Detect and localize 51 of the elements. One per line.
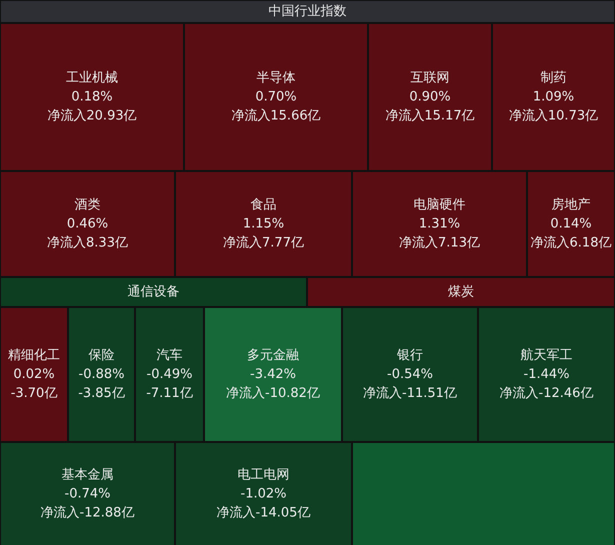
data-label: 净流入-12.88亿 — [40, 504, 134, 520]
category-label: 工业机械 — [66, 70, 118, 86]
data-label: 净流入15.17亿 — [385, 107, 475, 124]
category-label: 保险 — [88, 348, 114, 363]
category-label: 通信设备 — [128, 284, 180, 300]
data-label: 净流入-12.46亿 — [500, 384, 594, 401]
data-label: 净流入-10.82亿 — [226, 384, 320, 401]
data-label: 净流入-11.51亿 — [363, 384, 457, 401]
category-label: 银行 — [396, 348, 423, 363]
data-label: 净流入10.73亿 — [508, 107, 598, 124]
data-label: 0.18% — [71, 89, 113, 104]
data-label: 0.46% — [66, 216, 108, 232]
category-label: 汽车 — [156, 348, 182, 363]
data-label: 净流入6.18亿 — [530, 234, 612, 250]
category-label: 半导体 — [256, 70, 296, 86]
category-label: 互联网 — [410, 70, 450, 86]
category-label: 基本金属 — [62, 467, 114, 482]
category-label: 精细化工 — [8, 348, 60, 363]
category-label: 房地产 — [552, 196, 590, 212]
data-label: 净流入7.77亿 — [223, 234, 304, 250]
category-label: 电脑硬件 — [414, 197, 466, 212]
category-label: 食品 — [250, 197, 276, 212]
text: 中国行业指数 — [0, 0, 615, 23]
category-label: 航天军工 — [520, 348, 572, 363]
category-label: 酒类 — [74, 197, 100, 212]
data-label: 1.09% — [532, 89, 574, 104]
data-label: 1.15% — [242, 216, 284, 232]
data-label: 0.14% — [550, 216, 592, 232]
data-label: 0.90% — [409, 89, 451, 104]
data-label: 0.70% — [255, 89, 297, 104]
data-label: -0.74% — [64, 486, 110, 502]
data-label: 净流入7.13亿 — [399, 234, 480, 250]
data-label: -0.54% — [387, 366, 433, 382]
data-label: 净流入-14.05亿 — [216, 504, 310, 520]
data-label: -3.85亿 — [78, 386, 125, 401]
category-label: 多元金融 — [247, 348, 299, 363]
category-label: 电工电网 — [238, 467, 290, 482]
category-label: 煤炭 — [448, 284, 474, 300]
data-label: -3.70亿 — [10, 386, 58, 401]
data-label: -1.44% — [524, 366, 570, 382]
data-label: -1.02% — [240, 486, 286, 502]
data-label: 0.02% — [13, 366, 55, 382]
data-label: -0.88% — [78, 366, 124, 382]
data-label: -3.42% — [250, 366, 296, 382]
data-label: 净流入8.33亿 — [47, 234, 128, 250]
data-label: 净流入20.93亿 — [47, 107, 137, 124]
category-label: 制药 — [540, 70, 566, 86]
data-label: 净流入15.66亿 — [231, 107, 321, 124]
data-label: -0.49% — [146, 366, 192, 382]
data-label: -7.11亿 — [146, 386, 193, 401]
data-label: 1.31% — [418, 216, 460, 232]
